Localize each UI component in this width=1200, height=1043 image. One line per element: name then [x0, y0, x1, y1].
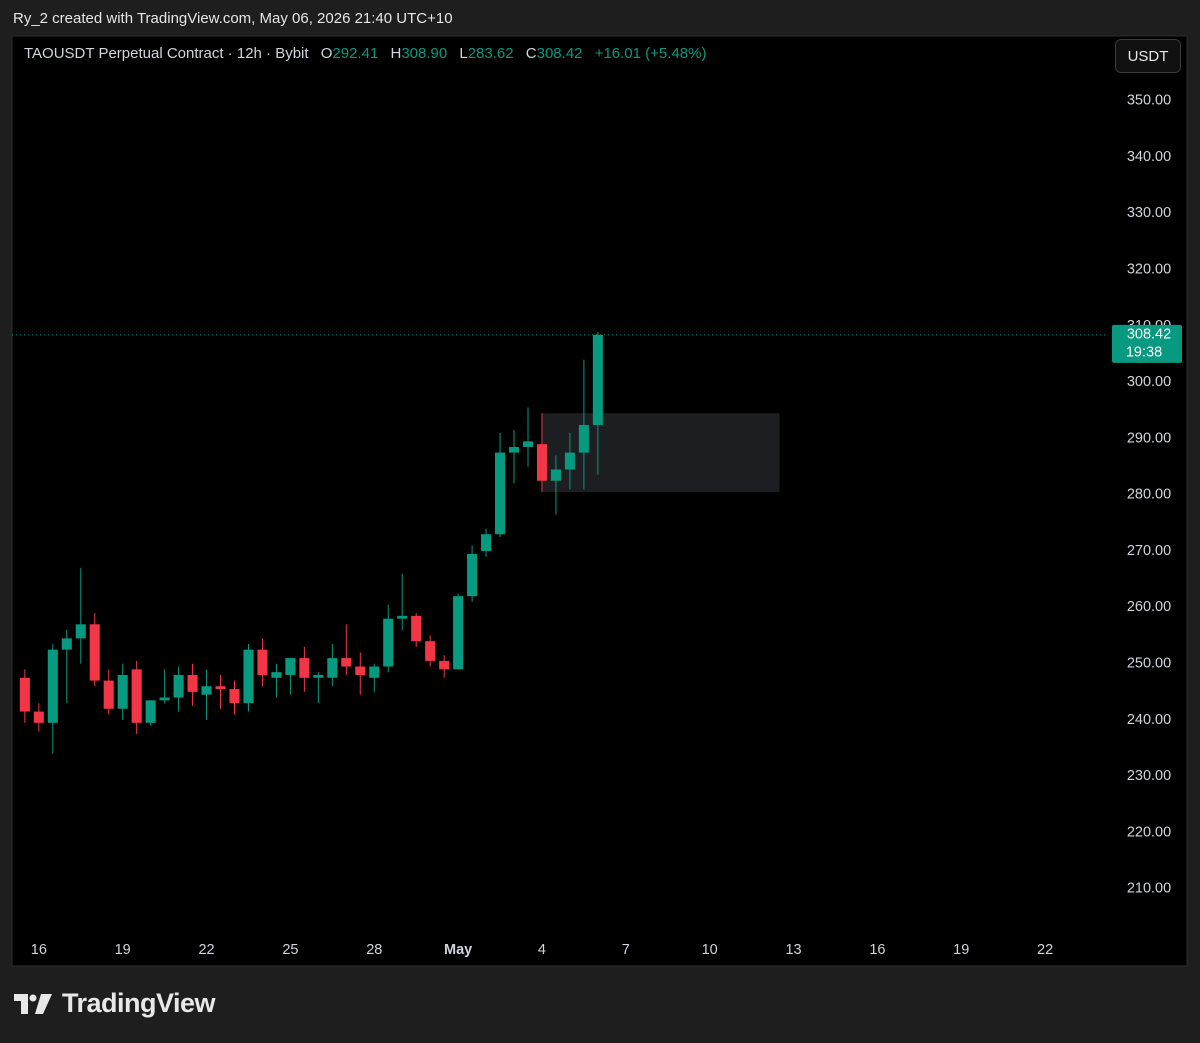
y-tick-label: 350.00 — [1127, 93, 1171, 109]
y-tick-label: 320.00 — [1127, 261, 1171, 277]
brand-logo — [14, 993, 52, 1014]
x-tick-label: 13 — [785, 942, 801, 958]
candle-body — [411, 615, 422, 642]
candle-body — [369, 666, 380, 678]
x-tick-label: 19 — [953, 942, 969, 958]
candle-body — [592, 334, 603, 425]
y-tick-label: 250.00 — [1127, 656, 1171, 672]
candle-body — [173, 674, 184, 698]
ohlc-value: 308.90 — [401, 45, 448, 62]
candle-body — [467, 553, 478, 597]
candle-body — [47, 649, 58, 723]
zone — [541, 413, 780, 493]
x-tick-label: 25 — [282, 942, 298, 958]
candle-body — [327, 658, 338, 678]
chart-panel — [11, 35, 1188, 967]
candle-body — [187, 674, 198, 692]
candle-body — [313, 674, 324, 678]
x-tick-label: 16 — [31, 942, 47, 958]
candle-body — [33, 711, 44, 723]
x-tick-label: 4 — [538, 942, 546, 958]
x-tick-label: 22 — [198, 942, 214, 958]
candle-body — [397, 615, 408, 619]
y-tick-label: 240.00 — [1127, 712, 1171, 728]
candle-body — [271, 672, 282, 678]
legend: TAOUSDT Perpetual Contract · 12h · Bybit… — [24, 45, 706, 62]
y-tick-label: 260.00 — [1127, 599, 1171, 615]
candle-body — [61, 638, 72, 650]
x-tick-label: 22 — [1037, 942, 1053, 958]
candle-body — [89, 624, 100, 681]
candle-body — [453, 596, 464, 670]
candle-body — [578, 425, 589, 453]
y-tick-label: 270.00 — [1127, 543, 1171, 559]
candle-body — [285, 658, 296, 675]
y-tick-label: 220.00 — [1127, 824, 1171, 840]
brand: TradingView — [14, 988, 216, 1019]
candle-body — [243, 649, 254, 704]
y-tick-label: 280.00 — [1127, 487, 1171, 503]
last-price-label: 308.42 — [1127, 327, 1171, 343]
candle-body — [257, 649, 268, 675]
symbol-title: TAOUSDT Perpetual Contract · 12h · Bybit — [24, 45, 309, 62]
candle-body — [383, 618, 394, 667]
countdown: 19:38 — [1126, 345, 1162, 361]
candle-body — [159, 697, 170, 701]
ohlc-label: L — [459, 45, 468, 62]
candle-body — [481, 534, 492, 552]
ohlc-value: 308.42 — [536, 45, 583, 62]
candle-body — [145, 700, 156, 723]
y-tick-label: 300.00 — [1127, 374, 1171, 390]
y-tick-label: 340.00 — [1127, 149, 1171, 165]
candle-body — [201, 686, 212, 695]
x-tick-label: 19 — [115, 942, 131, 958]
ohlc-value: 283.62 — [467, 45, 514, 62]
y-tick-label: 330.00 — [1127, 205, 1171, 221]
currency-button[interactable]: USDT — [1115, 39, 1181, 73]
candle-body — [131, 669, 142, 723]
ohlc-label: C — [525, 45, 537, 62]
ohlc-label: H — [390, 45, 402, 62]
candle-body — [117, 674, 128, 709]
candle-body — [536, 444, 548, 481]
candle-body — [19, 677, 30, 712]
x-tick-label: 10 — [702, 942, 718, 958]
candle-body — [550, 469, 561, 481]
x-tick-label: May — [444, 942, 472, 958]
candle-body — [522, 441, 534, 447]
ohlc-value: 292.41 — [332, 45, 379, 62]
change: +16.01 (+5.48%) — [594, 45, 707, 62]
candle-body — [75, 624, 86, 639]
candle-body — [299, 658, 310, 678]
ohlc-label: O — [320, 45, 333, 62]
candle-body — [425, 641, 436, 661]
x-tick-label: 7 — [622, 942, 630, 958]
x-tick-label: 28 — [366, 942, 382, 958]
candle-body — [495, 452, 506, 535]
candle-body — [355, 666, 366, 675]
x-tick-label: 16 — [869, 942, 885, 958]
candle-body — [103, 680, 114, 709]
last-price-box — [1112, 324, 1182, 363]
candle-body — [439, 660, 450, 670]
y-tick-label: 290.00 — [1127, 430, 1171, 446]
candle-body — [508, 446, 520, 453]
y-tick-label: 210.00 — [1127, 881, 1171, 897]
credit: Ry_2 created with TradingView.com, May 0… — [13, 10, 453, 27]
candle-body — [229, 689, 240, 704]
candle-body — [341, 658, 352, 667]
y-tick-label: 230.00 — [1127, 768, 1171, 784]
brand-name: TradingView — [62, 988, 216, 1018]
candle-body — [564, 452, 575, 470]
candle-body — [215, 686, 226, 690]
